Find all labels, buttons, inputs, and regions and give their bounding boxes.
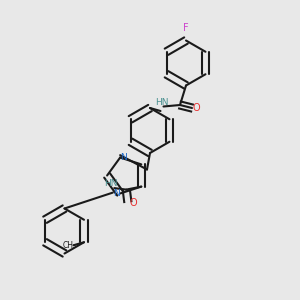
Text: CH₃: CH₃ bbox=[63, 241, 77, 250]
Text: N: N bbox=[120, 153, 127, 162]
Text: HN: HN bbox=[104, 179, 118, 188]
Text: O: O bbox=[193, 103, 200, 113]
Text: HN: HN bbox=[155, 98, 169, 107]
Text: N: N bbox=[113, 189, 120, 198]
Text: F: F bbox=[183, 23, 189, 33]
Text: O: O bbox=[130, 198, 138, 208]
